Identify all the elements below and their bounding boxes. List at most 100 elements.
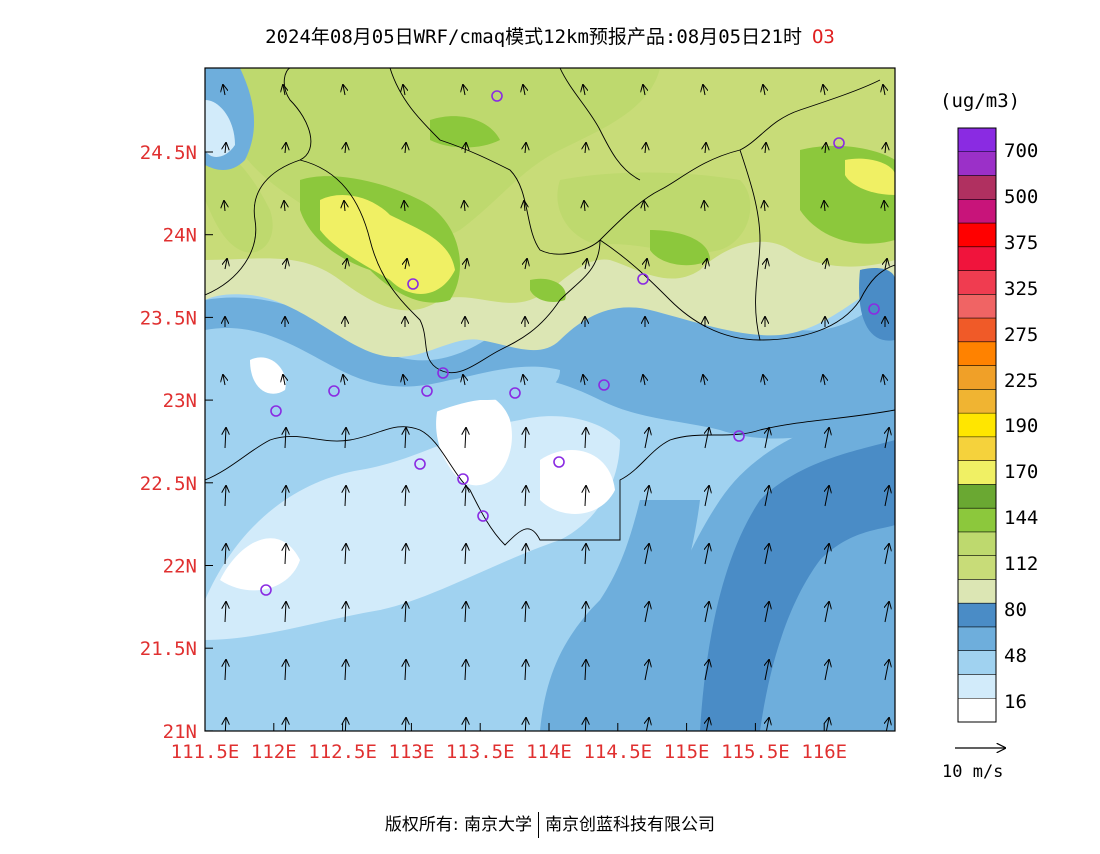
- colorbar-swatch: [958, 175, 996, 200]
- colorbar-unit: (ug/m3): [940, 90, 1021, 112]
- colorbar-swatch: [958, 579, 996, 604]
- wind-arrow: [345, 660, 346, 681]
- wind-arrow: [223, 375, 225, 386]
- x-tick-label: 113.5E: [446, 741, 515, 763]
- wind-arrow: [643, 85, 645, 96]
- copyright-footer: 版权所有: 南京大学 南京创蓝科技有限公司: [0, 810, 1100, 838]
- wind-arrow: [405, 259, 407, 270]
- wind-arrow: [645, 718, 649, 731]
- wind-arrow: [763, 375, 765, 386]
- wind-arrow: [403, 375, 405, 386]
- wind-arrow: [765, 259, 767, 270]
- x-tick-label: 114E: [526, 741, 572, 763]
- wind-arrow: [885, 486, 889, 507]
- wind-arrow: [645, 602, 649, 623]
- wind-arrow: [585, 660, 586, 681]
- wind-arrow: [583, 375, 585, 386]
- wind-arrow: [285, 660, 286, 681]
- wind-arrow: [285, 259, 287, 270]
- wind-arrow: [705, 259, 707, 270]
- station-marker: [491, 90, 503, 102]
- wind-arrow: [345, 259, 347, 270]
- wind-arrow: [763, 85, 765, 96]
- colorbar-label: 325: [1004, 277, 1039, 300]
- wind-arrow: [225, 259, 227, 270]
- wind-arrow: [765, 660, 769, 681]
- wind-arrow: [345, 428, 346, 449]
- wind-arrow: [465, 143, 466, 154]
- wind-arrow: [645, 259, 647, 270]
- colorbar-swatch: [958, 650, 996, 675]
- y-tick-label: 21N: [163, 721, 197, 743]
- wind-arrow: [764, 201, 765, 212]
- wind-arrow: [525, 602, 526, 623]
- wind-arrow: [285, 602, 286, 623]
- station-marker: [421, 385, 433, 397]
- wind-arrow: [825, 544, 829, 565]
- wind-arrow: [225, 428, 226, 449]
- footer-separator: [538, 812, 540, 838]
- wind-arrow: [585, 718, 586, 731]
- wind-arrow: [825, 428, 829, 449]
- station-marker: [437, 367, 449, 379]
- x-tick-label: 112E: [251, 741, 297, 763]
- wind-arrow: [345, 486, 346, 507]
- wind-arrow: [765, 718, 769, 731]
- wind-arrow: [884, 201, 885, 212]
- wind-arrow: [825, 486, 829, 507]
- wind-arrow: [705, 428, 709, 449]
- wind-arrow: [584, 201, 585, 212]
- wind-arrow: [885, 143, 886, 154]
- wind-arrow: [525, 428, 526, 449]
- colorbar-label: 48: [1004, 644, 1027, 667]
- x-tick-label: 115.5E: [721, 741, 790, 763]
- title-main: 2024年08月05日WRF/cmaq模式12km预报产品:08月05日21时: [265, 26, 802, 48]
- wind-arrow: [703, 85, 705, 96]
- wind-arrow: [525, 143, 526, 154]
- colorbar-swatch: [958, 508, 996, 533]
- wind-arrow: [464, 201, 465, 212]
- y-tick-label: 24N: [163, 225, 197, 247]
- wind-arrow: [585, 143, 586, 154]
- station-marker: [553, 456, 565, 468]
- wind-arrow: [403, 85, 405, 96]
- wind-arrow: [825, 660, 829, 681]
- concentration-field: [205, 68, 895, 731]
- wind-arrow: [285, 143, 286, 154]
- station-marker: [833, 137, 845, 149]
- wind-arrow: [705, 602, 709, 623]
- wind-arrow: [885, 428, 889, 449]
- wind-arrow: [824, 201, 825, 212]
- wind-arrow: [705, 718, 709, 731]
- wind-arrow: [585, 544, 586, 565]
- wind-arrow: [525, 544, 526, 565]
- colorbar-label: 80: [1004, 599, 1027, 621]
- y-tick-label: 22N: [163, 556, 197, 578]
- wind-arrow: [345, 544, 346, 565]
- wind-arrow: [345, 143, 346, 154]
- wind-arrow: [283, 375, 285, 386]
- colorbar-label: 700: [1004, 140, 1039, 162]
- colorbar-swatch: [958, 318, 996, 343]
- wind-arrow: [225, 143, 226, 154]
- y-tick-label: 23N: [163, 390, 197, 412]
- colorbar-swatch: [958, 674, 996, 699]
- colorbar-label: 375: [1004, 231, 1039, 254]
- wind-arrow: [283, 85, 285, 96]
- wind-arrow: [705, 660, 709, 681]
- wind-arrow: [523, 85, 525, 96]
- wind-arrow: [765, 544, 769, 565]
- wind-arrow: [823, 85, 825, 96]
- station-marker: [637, 273, 649, 285]
- colorbar-swatch: [958, 626, 996, 652]
- wind-arrow: [404, 201, 405, 212]
- colorbar-swatch: [958, 484, 996, 509]
- wind-arrow: [703, 375, 705, 386]
- x-axis-labels: 111.5E 112E 112.5E 113E 113.5E 114E 114.5E 115E…: [171, 741, 847, 763]
- wind-arrow: [525, 718, 526, 731]
- station-marker: [457, 473, 469, 485]
- x-tick-label: 114.5E: [583, 741, 652, 763]
- wind-arrow: [285, 428, 286, 449]
- wind-arrow: [465, 428, 466, 449]
